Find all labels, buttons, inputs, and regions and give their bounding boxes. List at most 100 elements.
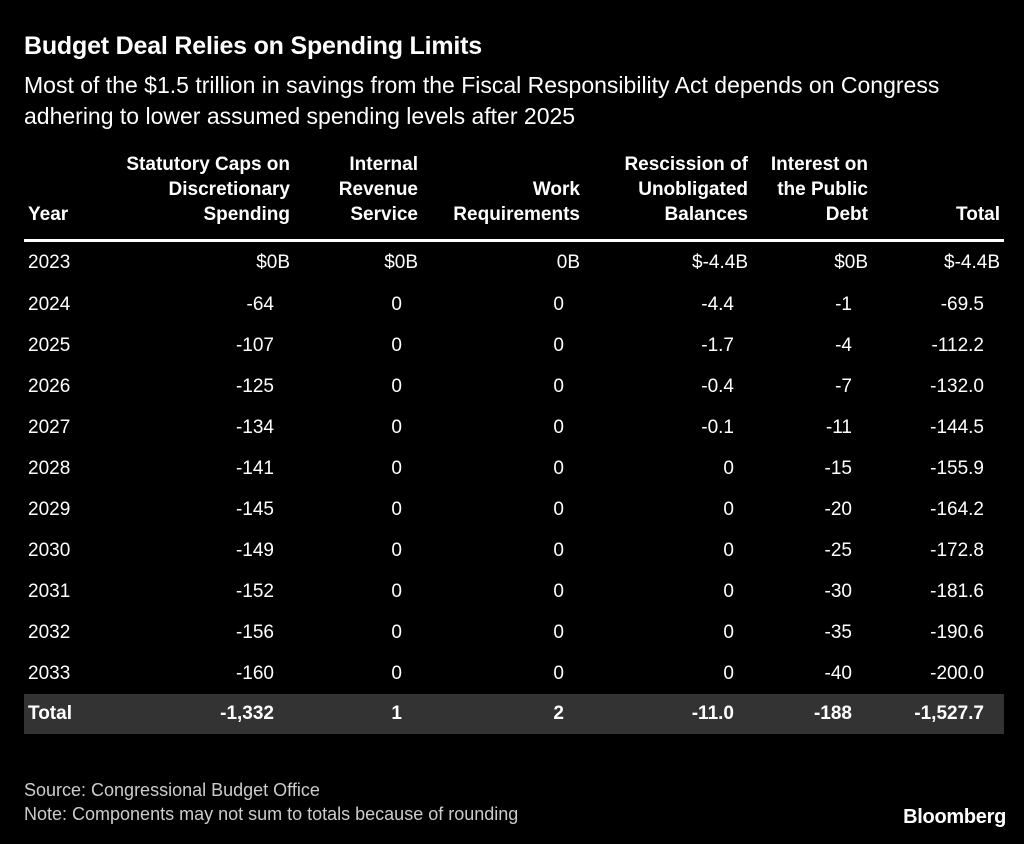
cell-work-requirements: 0 bbox=[553, 416, 564, 438]
table-row: 2032 -156 0 0 0 -35 -190.6 bbox=[24, 612, 1004, 653]
cell-interest: -30 bbox=[824, 580, 852, 602]
cell-total: -69.5 bbox=[940, 293, 984, 315]
cell-irs: 0 bbox=[391, 334, 402, 356]
rounding-note: Note: Components may not sum to totals b… bbox=[24, 804, 519, 824]
cell-interest: -11 bbox=[825, 416, 852, 438]
cell-total: -190.6 bbox=[930, 621, 984, 643]
table-header-row: Year Statutory Caps on Discretionary Spe… bbox=[24, 152, 1004, 241]
cell-total: -181.6 bbox=[930, 580, 984, 602]
cell-statutory-caps: $0B bbox=[256, 252, 290, 273]
cell-rescission: 0 bbox=[723, 621, 734, 643]
data-table-container: Year Statutory Caps on Discretionary Spe… bbox=[24, 152, 1004, 734]
cell-total: -164.2 bbox=[930, 498, 984, 520]
cell-work-requirements: 0 bbox=[553, 293, 564, 315]
cell-interest: -20 bbox=[824, 498, 852, 520]
cell-rescission: 0 bbox=[723, 580, 734, 602]
cell-total: -144.5 bbox=[930, 416, 984, 438]
table-row: 2027 -134 0 0 -0.1 -11 -144.5 bbox=[24, 407, 1004, 448]
column-header-year: Year bbox=[28, 204, 69, 225]
cell-year: 2023 bbox=[28, 252, 71, 273]
cell-total: -172.8 bbox=[930, 539, 984, 561]
cell-irs: 0 bbox=[391, 375, 402, 397]
cell-irs: 0 bbox=[391, 293, 402, 315]
cell-work-requirements: 0 bbox=[553, 457, 564, 479]
cell-irs: 0 bbox=[391, 580, 402, 602]
table-row: 2033 -160 0 0 0 -40 -200.0 bbox=[24, 653, 1004, 694]
cell-irs: 0 bbox=[391, 621, 402, 643]
source-note: Source: Congressional Budget Office bbox=[24, 780, 320, 800]
cell-year: 2030 bbox=[28, 539, 71, 561]
total-cell-irs: 1 bbox=[294, 694, 422, 734]
column-header-rescission: Rescission of Unobligated Balances bbox=[624, 154, 748, 225]
total-cell-label: Total bbox=[24, 694, 94, 734]
table-row: 2031 -152 0 0 0 -30 -181.6 bbox=[24, 571, 1004, 612]
cell-statutory-caps: -149 bbox=[235, 539, 274, 561]
cell-statutory-caps: -160 bbox=[235, 662, 274, 684]
cell-irs: 0 bbox=[391, 457, 402, 479]
cell-year: 2025 bbox=[28, 334, 71, 356]
cell-rescission: -4.4 bbox=[701, 293, 734, 315]
total-cell-rescission: -11.0 bbox=[584, 694, 752, 734]
cell-statutory-caps: -125 bbox=[235, 375, 274, 397]
cell-rescission: 0 bbox=[723, 498, 734, 520]
cell-work-requirements: 0 bbox=[553, 375, 564, 397]
cell-year: 2027 bbox=[28, 416, 71, 438]
column-header-statutory-caps: Statutory Caps on Discretionary Spending bbox=[126, 154, 290, 225]
cell-interest: -40 bbox=[824, 662, 852, 684]
cell-rescission: -0.4 bbox=[701, 375, 734, 397]
total-cell-interest: -188 bbox=[752, 694, 872, 734]
cell-statutory-caps: -134 bbox=[235, 416, 274, 438]
cell-interest: -25 bbox=[824, 539, 852, 561]
cell-interest: -35 bbox=[824, 621, 852, 643]
cell-year: 2032 bbox=[28, 621, 71, 643]
cell-rescission: $-4.4B bbox=[692, 252, 748, 273]
cell-rescission: -1.7 bbox=[701, 334, 734, 356]
cell-total: -200.0 bbox=[930, 662, 984, 684]
table-row: 2024 -64 0 0 -4.4 -1 -69.5 bbox=[24, 284, 1004, 325]
cell-rescission: 0 bbox=[723, 539, 734, 561]
cell-interest: -1 bbox=[835, 293, 852, 315]
cell-statutory-caps: -156 bbox=[235, 621, 274, 643]
cell-year: 2028 bbox=[28, 457, 71, 479]
cell-total: -155.9 bbox=[930, 457, 984, 479]
total-row: Total -1,332 1 2 -11.0 -188 -1,527.7 bbox=[24, 694, 1004, 734]
cell-work-requirements: 0 bbox=[553, 498, 564, 520]
cell-statutory-caps: -145 bbox=[235, 498, 274, 520]
cell-work-requirements: 0 bbox=[553, 580, 564, 602]
table-row: 2025 -107 0 0 -1.7 -4 -112.2 bbox=[24, 325, 1004, 366]
cell-total: -132.0 bbox=[930, 375, 984, 397]
cell-interest: $0B bbox=[834, 252, 868, 273]
table-row: 2030 -149 0 0 0 -25 -172.8 bbox=[24, 530, 1004, 571]
cell-statutory-caps: -64 bbox=[246, 293, 274, 315]
cell-irs: 0 bbox=[391, 539, 402, 561]
column-header-total: Total bbox=[956, 204, 1000, 225]
cell-interest: -7 bbox=[835, 375, 852, 397]
cell-work-requirements: 0 bbox=[553, 621, 564, 643]
cell-irs: 0 bbox=[391, 662, 402, 684]
column-header-irs: Internal Revenue Service bbox=[338, 154, 418, 225]
cell-statutory-caps: -141 bbox=[235, 457, 274, 479]
column-header-interest: Interest on the Public Debt bbox=[770, 154, 868, 225]
cell-statutory-caps: -107 bbox=[235, 334, 274, 356]
cell-irs: 0 bbox=[391, 498, 402, 520]
cell-total: $-4.4B bbox=[944, 252, 1000, 273]
cell-work-requirements: 0 bbox=[553, 334, 564, 356]
total-cell-total: -1,527.7 bbox=[872, 694, 1004, 734]
chart-title: Budget Deal Relies on Spending Limits bbox=[24, 32, 482, 60]
total-cell-work-requirements: 2 bbox=[422, 694, 584, 734]
table-row: 2023 $0B $0B 0B $-4.4B $0B $-4.4B bbox=[24, 241, 1004, 285]
data-table: Year Statutory Caps on Discretionary Spe… bbox=[24, 152, 1004, 734]
cell-interest: -15 bbox=[824, 457, 852, 479]
cell-total: -112.2 bbox=[931, 334, 984, 356]
total-cell-statutory-caps: -1,332 bbox=[94, 694, 294, 734]
cell-year: 2024 bbox=[28, 293, 71, 315]
bloomberg-logo: Bloomberg bbox=[903, 806, 1006, 828]
cell-work-requirements: 0 bbox=[553, 662, 564, 684]
cell-work-requirements: 0B bbox=[556, 252, 580, 273]
table-row: 2028 -141 0 0 0 -15 -155.9 bbox=[24, 448, 1004, 489]
cell-year: 2026 bbox=[28, 375, 71, 397]
cell-rescission: -0.1 bbox=[701, 416, 734, 438]
cell-rescission: 0 bbox=[723, 457, 734, 479]
chart-subtitle: Most of the $1.5 trillion in savings fro… bbox=[24, 72, 940, 129]
cell-work-requirements: 0 bbox=[553, 539, 564, 561]
